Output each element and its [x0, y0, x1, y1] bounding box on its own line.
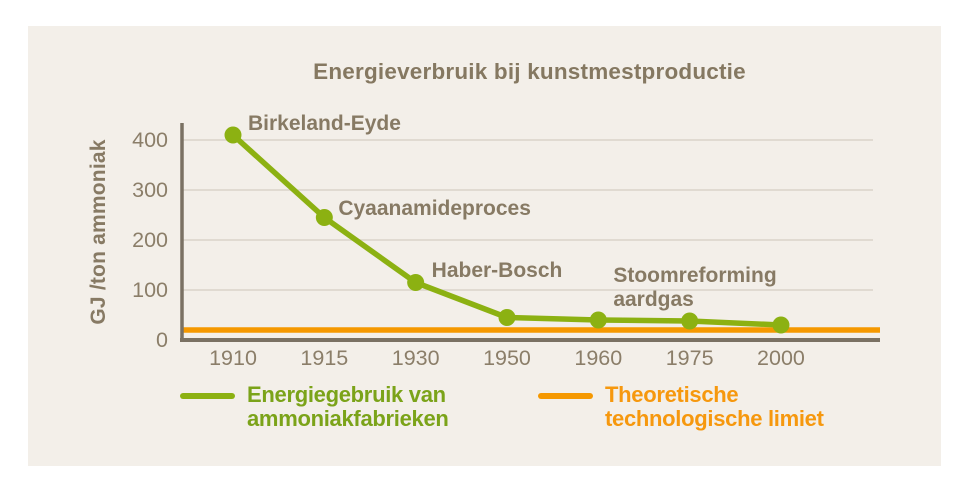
- data-point-1960: [589, 311, 607, 329]
- x-tick-label-1960: 1960: [574, 346, 622, 370]
- chart-panel: Energieverbruik bij kunstmestproductie 0…: [28, 26, 941, 466]
- y-tick-label-400: 400: [132, 128, 168, 152]
- chart-plot-area: 0 100 200 300 400 1910 1915 1930 1950 1960 1975 200…: [87, 112, 880, 370]
- x-tick-label-1930: 1930: [392, 346, 440, 370]
- legend-swatch-green-line: [180, 393, 235, 399]
- chart-legend: Energiegebruik van ammoniakfabrieken The…: [28, 383, 941, 453]
- data-point-1975: [681, 312, 699, 330]
- annotation-cyaanamideproces: Cyaanamideproces: [338, 197, 531, 220]
- x-tick-label-1975: 1975: [666, 346, 714, 370]
- data-point-1915: [315, 209, 333, 226]
- x-tick-label-1910: 1910: [209, 346, 257, 370]
- x-tick-label-1950: 1950: [483, 346, 531, 370]
- energy-use-line: [230, 132, 784, 328]
- annotation-birkeland-eyde: Birkeland-Eyde: [248, 112, 401, 135]
- chart-title: Energieverbruik bij kunstmestproductie: [313, 59, 746, 84]
- y-tick-label-200: 200: [132, 228, 168, 252]
- data-point-2000: [772, 316, 790, 334]
- legend-label-theoretical-limit: Theoretische technologische limiet: [605, 382, 824, 431]
- legend-item-theoretical-limit: Theoretische technologische limiet: [538, 383, 860, 431]
- legend-swatch-orange-line: [538, 393, 593, 399]
- y-tick-label-0: 0: [156, 328, 168, 352]
- legend-item-energy-use: Energiegebruik van ammoniakfabrieken: [180, 383, 467, 431]
- y-axis-title: GJ /ton ammoniak: [87, 139, 110, 324]
- legend-label-energy-use: Energiegebruik van ammoniakfabrieken: [247, 382, 449, 431]
- data-point-1950: [498, 309, 516, 326]
- annotation-haber-bosch: Haber-Bosch: [432, 259, 563, 282]
- y-tick-label-100: 100: [132, 278, 168, 302]
- annotation-stoomreforming: Stoomreforming aardgas: [613, 264, 776, 311]
- data-point-1930: [407, 274, 425, 291]
- data-point-1910: [224, 126, 242, 144]
- y-tick-label-300: 300: [132, 178, 168, 202]
- x-tick-label-1915: 1915: [300, 346, 348, 370]
- x-tick-label-2000: 2000: [757, 346, 805, 370]
